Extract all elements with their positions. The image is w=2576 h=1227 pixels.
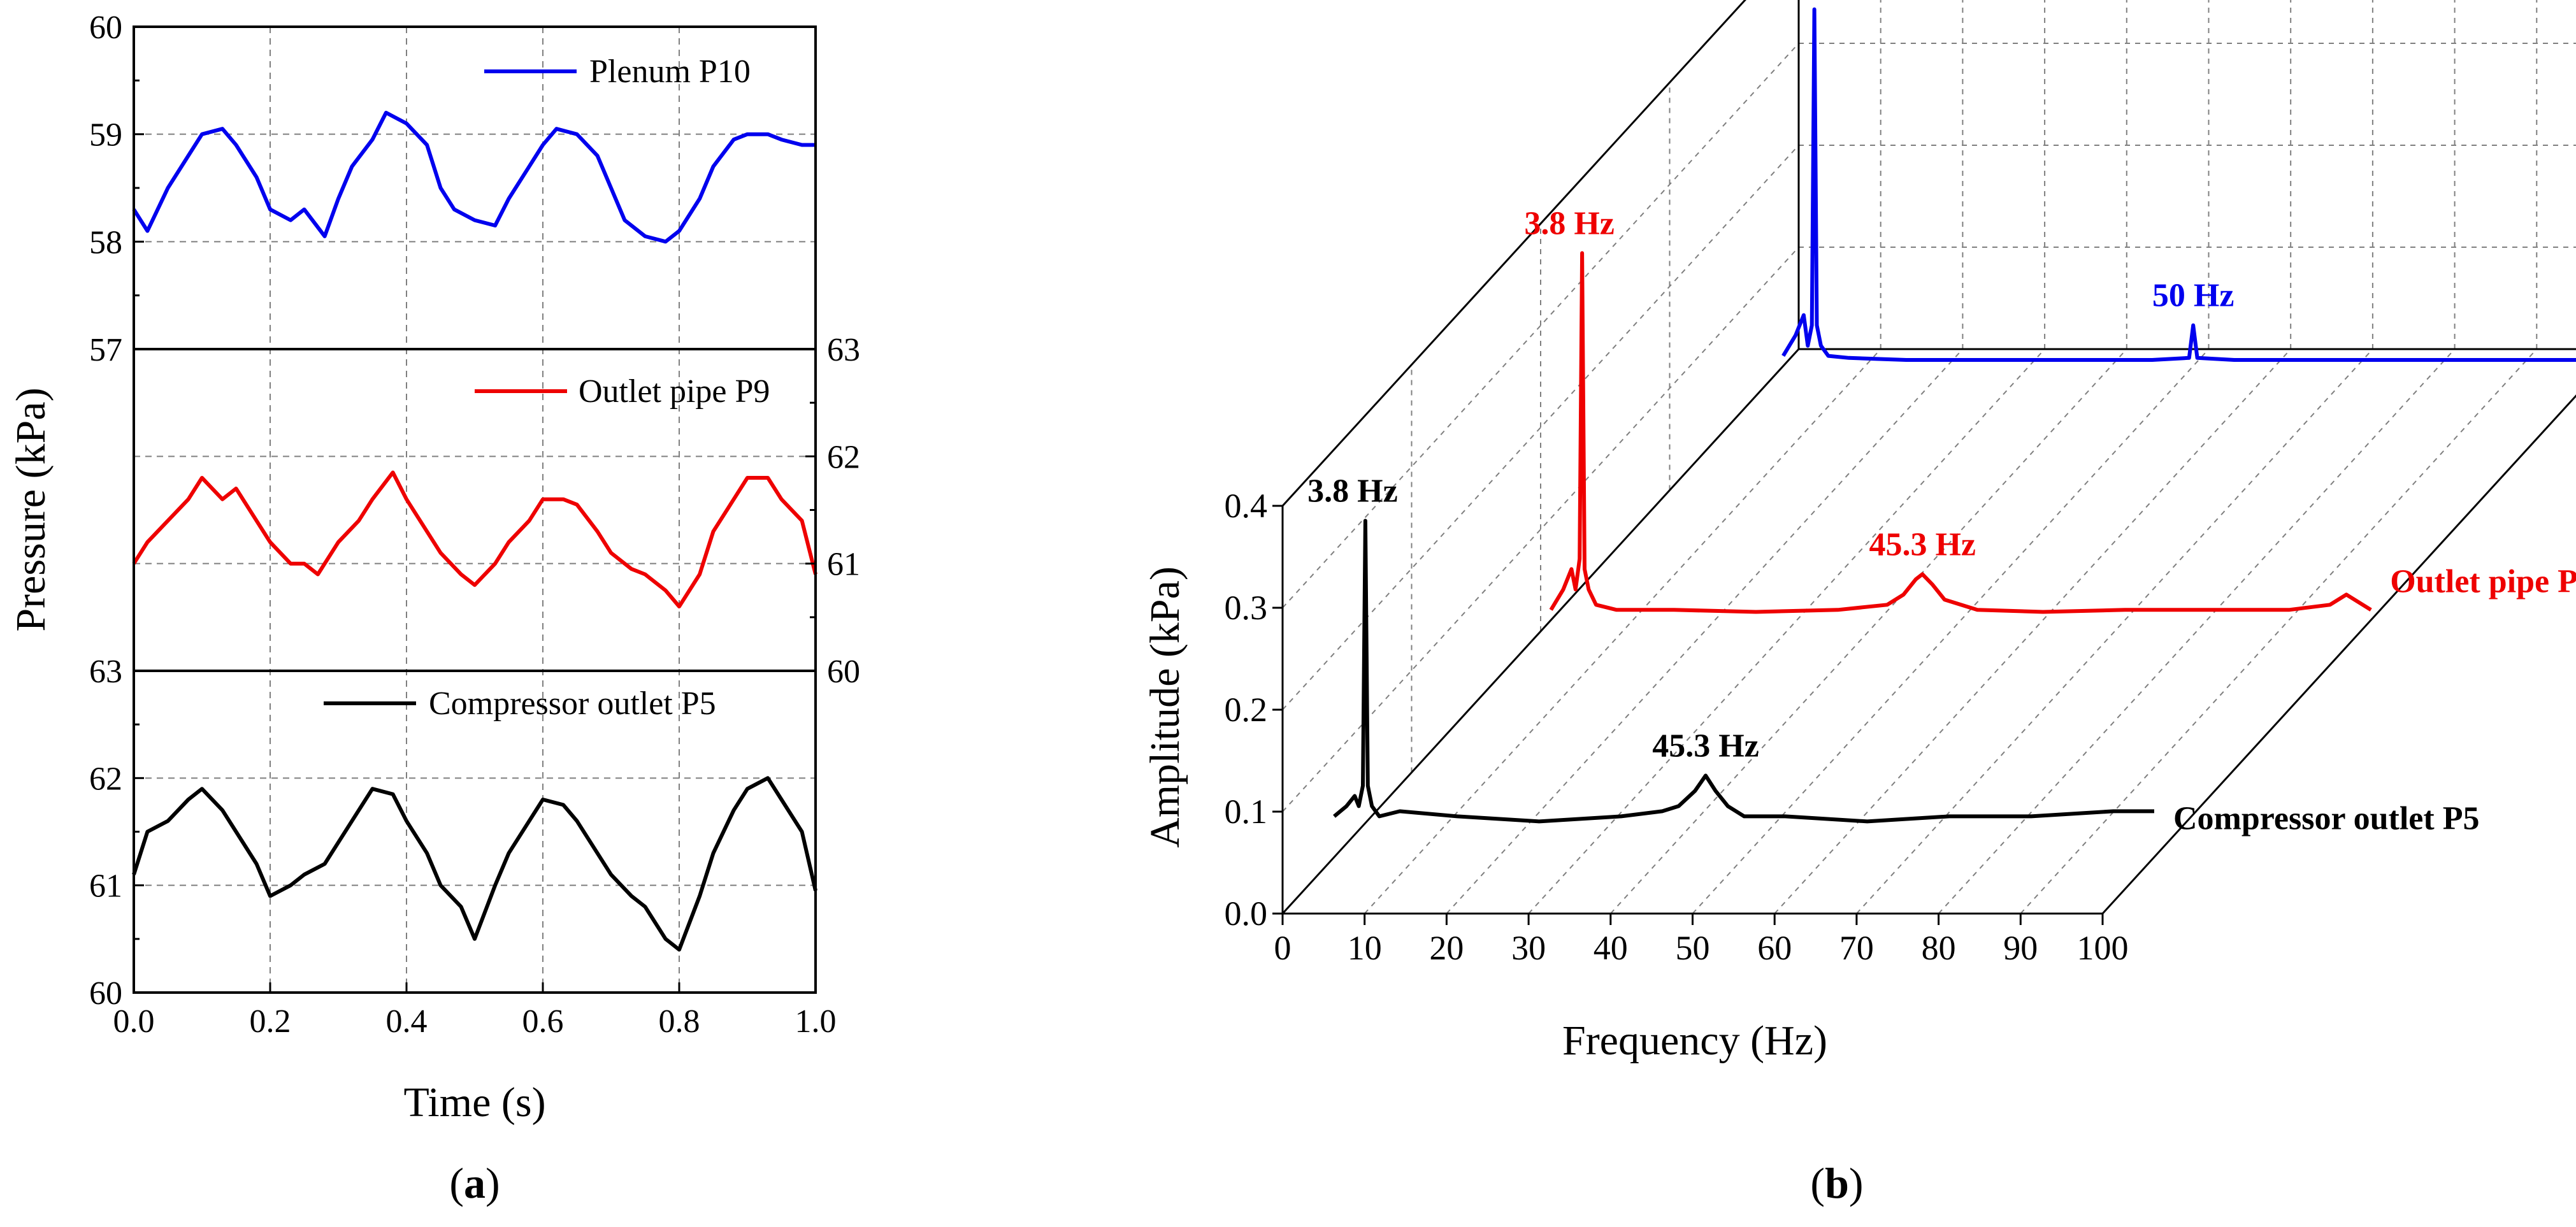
series-name-outlet-pipe-p9: Outlet pipe P9 <box>2390 563 2576 599</box>
peak-label-plenum-p10-50-hz: 50 Hz <box>2152 278 2234 314</box>
panel-b-xtick-label-40: 40 <box>1594 929 1628 967</box>
peak-label-outlet-pipe-p9-3-8-hz: 3.8 Hz <box>1524 205 1615 241</box>
panel-b-axis-edge-3 <box>2101 394 2576 915</box>
panel-a-ytick-label-compressor-outlet-p5-62: 62 <box>89 761 122 797</box>
panel-b-xtick-label-100: 100 <box>2077 929 2129 967</box>
panel-b-ylabel: Amplitude (kPa) <box>1142 566 1188 848</box>
panel-b-axis-edge-4 <box>1281 0 1746 507</box>
series-line-outlet-pipe-p9 <box>1549 251 2372 614</box>
series-line-plenum-p10 <box>132 110 816 244</box>
series-line-plenum-p10 <box>1781 7 2576 362</box>
series-line-outlet-pipe-p9 <box>132 470 817 608</box>
panel-a-xtick-label-0-8: 0.8 <box>659 1003 700 1040</box>
panel-b-ytick-label-0-2: 0.2 <box>1225 691 1268 729</box>
panel-b-floor-grid-30 <box>1528 348 2045 914</box>
peak-label-compressor-outlet-p5-45-3-hz: 45.3 Hz <box>1652 728 1759 764</box>
peak-label-outlet-pipe-p9-45-3-hz: 45.3 Hz <box>1869 526 1976 563</box>
panel-a-xtick-label-0-6: 0.6 <box>522 1003 564 1040</box>
panel-b-floor-grid-40 <box>1610 348 2127 914</box>
panel-a-ylabel: Pressure (kPa) <box>8 387 54 631</box>
panel-b: 0 10 20 30 40 50 60 70 80 90 100 0.0 0.1 0.2 0.3 0.4 Co… <box>1142 0 2576 1207</box>
panel-b-ytick-label-0-0: 0.0 <box>1225 894 1268 933</box>
panel-b-ytick-label-0-1: 0.1 <box>1225 793 1268 831</box>
legend-outlet-pipe-p9-label: Outlet pipe P9 <box>579 373 770 410</box>
panel-a-ytick-label-compressor-outlet-p5-60: 60 <box>89 975 122 1012</box>
panel-b-label-letter: b <box>1825 1159 1849 1207</box>
panel-a: 0.0 0.2 0.4 0.6 0.8 1.0 57 58 59 60 60 61 62 63 60 61 62… <box>8 10 860 1207</box>
peak-label-compressor-outlet-p5-3-8-hz: 3.8 Hz <box>1307 473 1398 509</box>
panel-b-xtick-label-0: 0 <box>1274 929 1292 967</box>
panel-b-axes: 0 10 20 30 40 50 60 70 80 90 100 0.0 0.1 0.2 0.3 0.4 <box>1225 0 2576 967</box>
legend-plenum-p10: Plenum P10 <box>484 54 751 90</box>
panel-b-floor-grid-50 <box>1692 348 2210 914</box>
panel-b-axis-edge-2 <box>1281 348 1800 915</box>
legend-outlet-pipe-p9: Outlet pipe P9 <box>475 373 770 410</box>
panel-a-ytick-label-compressor-outlet-p5-61: 61 <box>89 868 122 905</box>
panel-b-grid <box>1282 0 2576 914</box>
panel-b-floor-grid-20 <box>1446 348 1964 914</box>
panel-a-ytick-label-outlet-pipe-p9-60: 60 <box>827 654 860 690</box>
panel-a-ytick-label-plenum-p10-58: 58 <box>89 224 122 261</box>
panel-a-ytick-label-outlet-pipe-p9-63: 63 <box>827 332 860 368</box>
legend-plenum-p10-label: Plenum P10 <box>589 54 751 90</box>
panel-b-ytick-label-0-4: 0.4 <box>1225 487 1268 525</box>
panel-a-ytick-label-plenum-p10-60: 60 <box>89 10 122 46</box>
panel-a-xtick-label-0-0: 0.0 <box>113 1003 155 1040</box>
panel-a-ytick-label-compressor-outlet-p5-63: 63 <box>89 654 122 690</box>
panel-b-xtick-label-30: 30 <box>1511 929 1546 967</box>
panel-a-label-letter: a <box>464 1159 486 1207</box>
panel-b-xtick-label-50: 50 <box>1676 929 1710 967</box>
series-line-compressor-outlet-p5 <box>1333 519 2154 824</box>
panel-b-xtick-label-80: 80 <box>1922 929 1956 967</box>
panel-a-ticks: 0.0 0.2 0.4 0.6 0.8 1.0 57 58 59 60 60 61 62 63 60 61 62… <box>89 10 860 1040</box>
panel-a-ytick-label-outlet-pipe-p9-62: 62 <box>827 439 860 475</box>
panel-a-xlabel: Time (s) <box>403 1079 545 1126</box>
panel-b-xtick-label-90: 90 <box>2003 929 2038 967</box>
panel-b-label: (b) <box>1810 1159 1863 1207</box>
series-name-compressor-outlet-p5: Compressor outlet P5 <box>2173 800 2479 836</box>
series-line-compressor-outlet-p5 <box>132 776 817 952</box>
panel-b-ytick-label-0-3: 0.3 <box>1225 589 1268 627</box>
legend-compressor-outlet-p5: Compressor outlet P5 <box>324 685 716 722</box>
panel-a-ytick-label-plenum-p10-57: 57 <box>89 332 122 368</box>
panel-b-xlabel: Frequency (Hz) <box>1562 1017 1827 1064</box>
panel-a-ytick-label-outlet-pipe-p9-61: 61 <box>827 547 860 583</box>
panel-b-labels: Compressor outlet P5 3.8 Hz 45.3 Hz Outlet … <box>1307 205 2576 836</box>
panel-a-label: (a) <box>449 1159 500 1207</box>
panel-a-xtick-label-1-0: 1.0 <box>795 1003 837 1040</box>
panel-b-xtick-label-60: 60 <box>1757 929 1792 967</box>
panel-a-lines <box>132 110 817 952</box>
panel-b-lines <box>1333 7 2576 824</box>
panel-a-ytick-label-plenum-p10-59: 59 <box>89 117 122 154</box>
panel-b-xtick-label-10: 10 <box>1348 929 1382 967</box>
legend-compressor-outlet-p5-label: Compressor outlet P5 <box>429 685 716 722</box>
panel-a-xtick-label-0-4: 0.4 <box>386 1003 428 1040</box>
panel-b-xtick-label-20: 20 <box>1429 929 1464 967</box>
panel-b-xtick-label-70: 70 <box>1839 929 1874 967</box>
panel-a-grid <box>134 27 816 993</box>
panel-a-frame <box>133 25 817 994</box>
panel-a-xtick-label-0-2: 0.2 <box>250 1003 291 1040</box>
